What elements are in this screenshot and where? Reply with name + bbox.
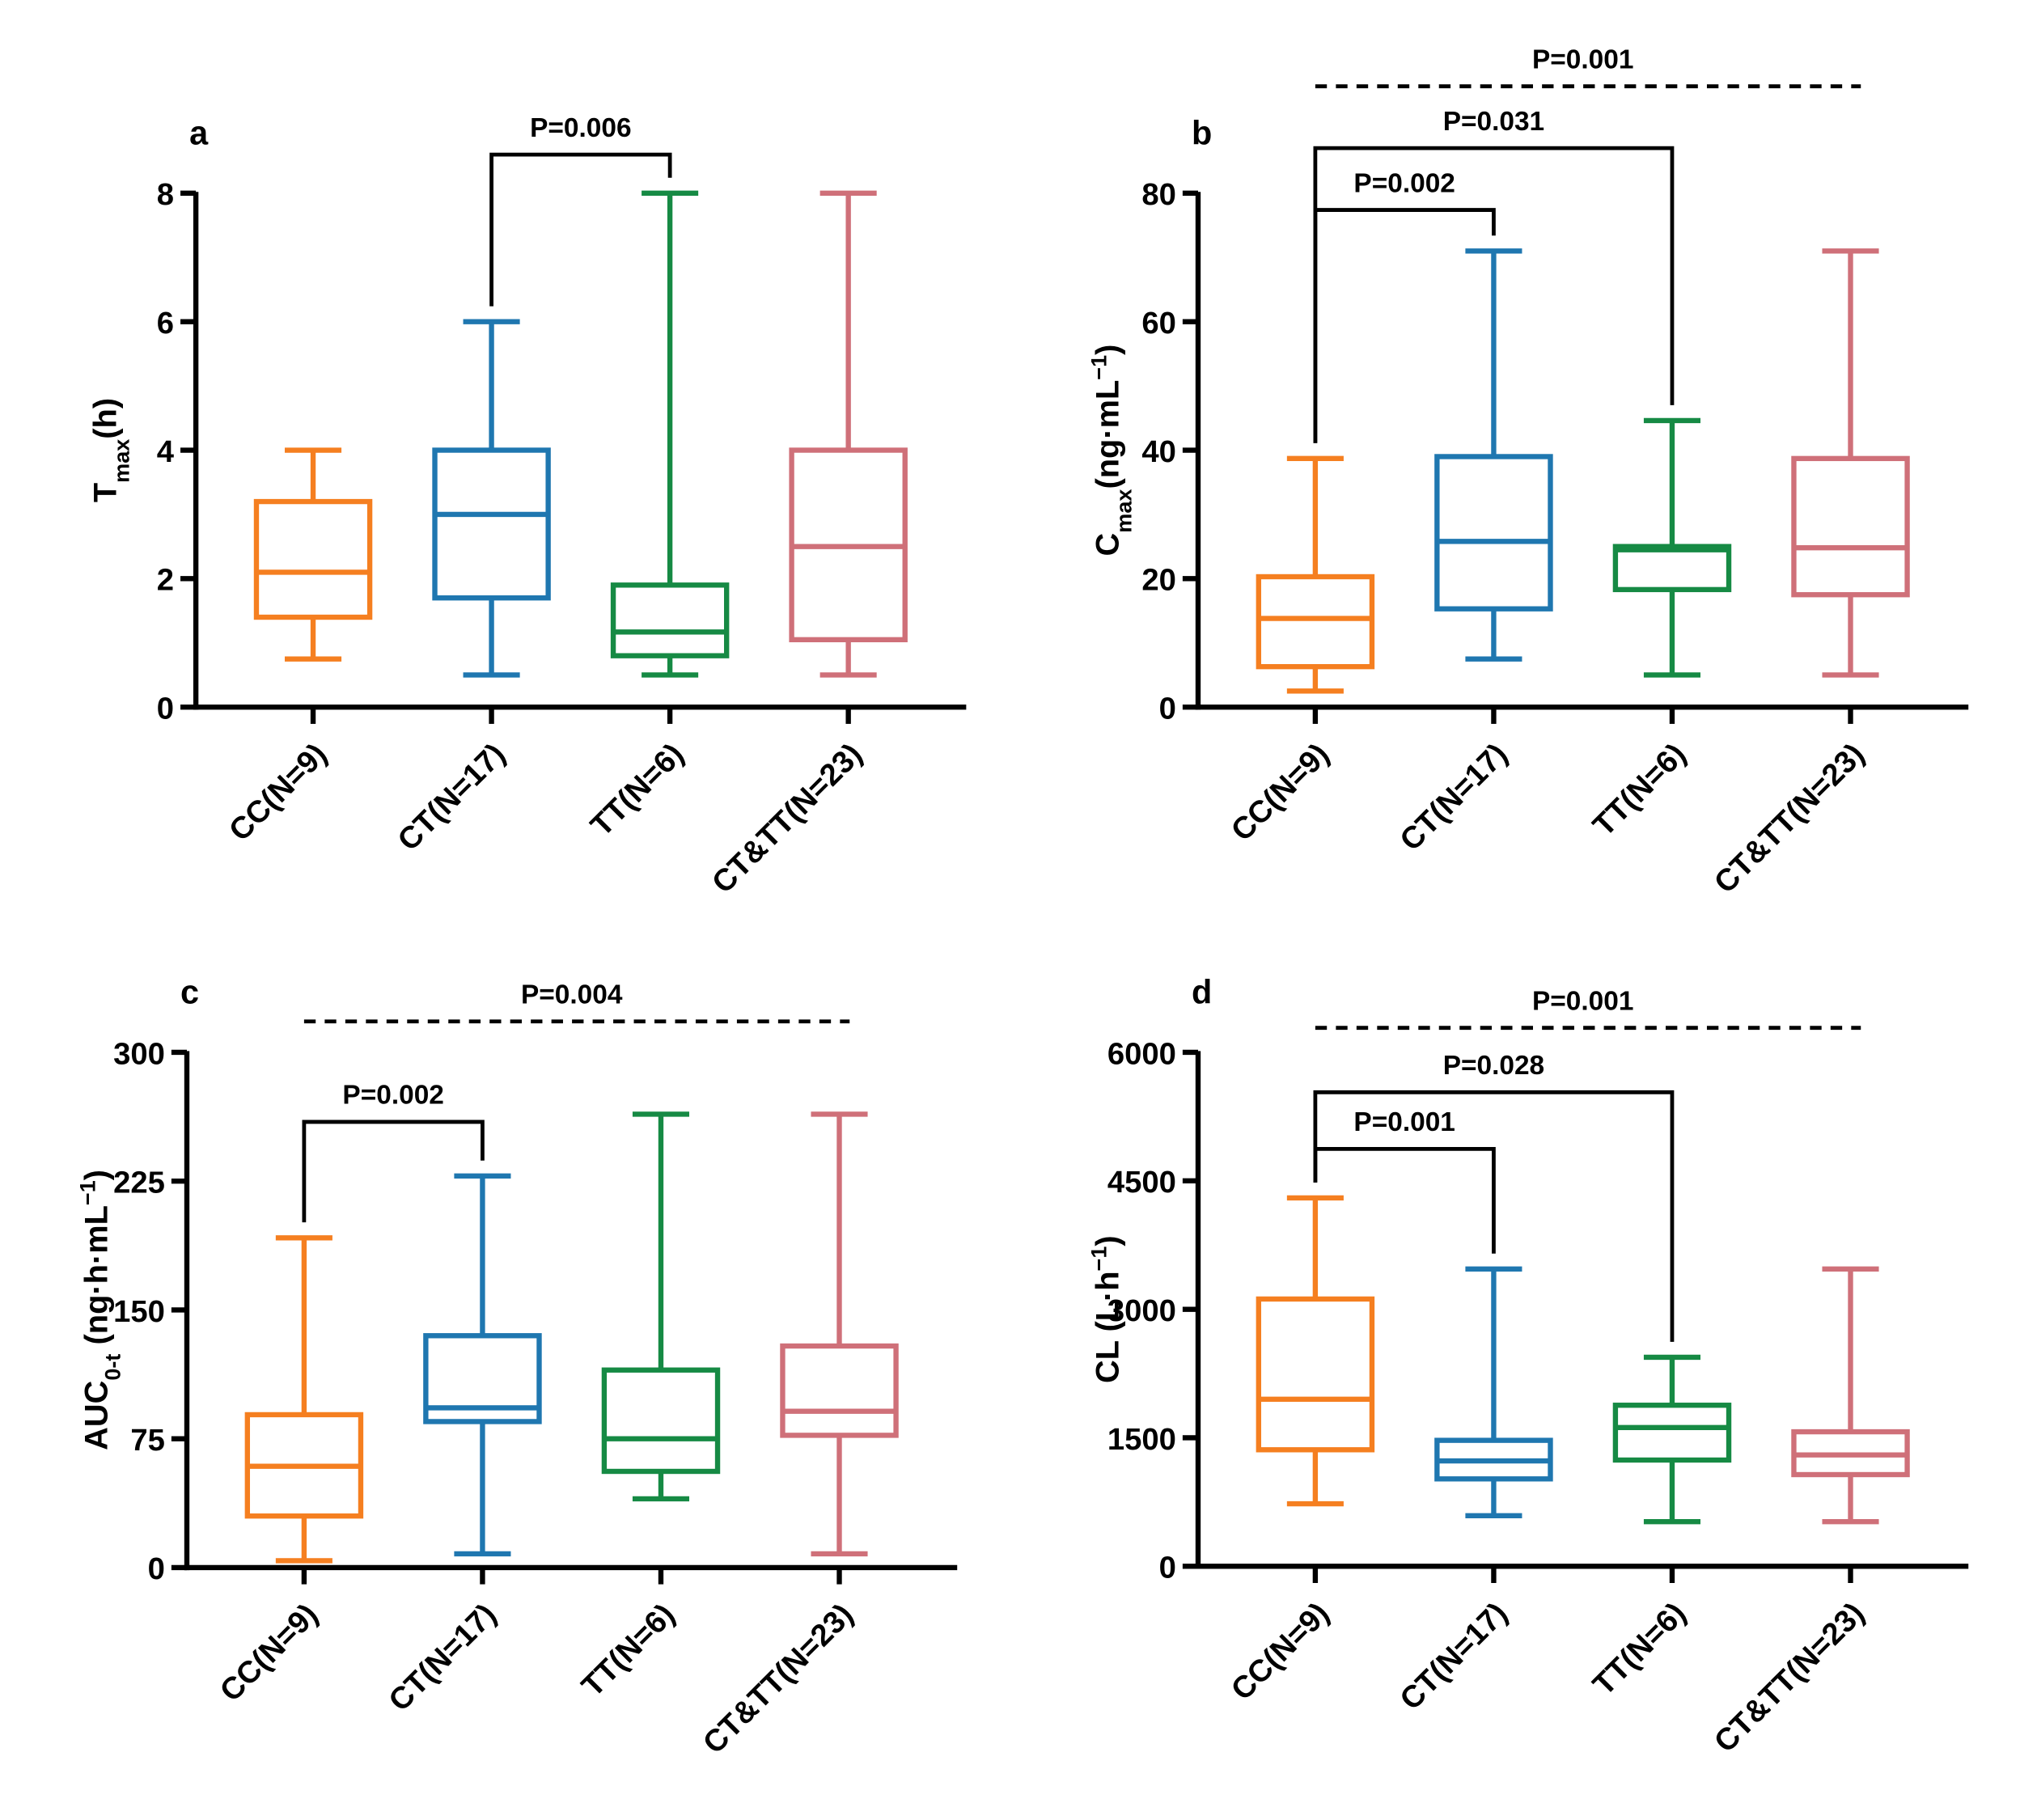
y-tick-label: 300 — [113, 1036, 165, 1071]
y-tick-label: 0 — [1159, 1551, 1176, 1585]
x-tick-label: CC(N=9) — [1225, 737, 1336, 849]
y-axis-label-part: ) — [1090, 345, 1125, 355]
significance-bracket — [302, 1120, 485, 1223]
p-value: P=0.001 — [1353, 1107, 1455, 1137]
p-value: P=0.004 — [521, 980, 623, 1009]
significance-bracket — [1313, 146, 1675, 443]
x-tick-label: CC(N=9) — [222, 737, 334, 849]
y-axis-label: Cmax(ng·mL−1) — [1086, 345, 1136, 557]
y-axis-label-part: (ng·mL — [1090, 380, 1125, 489]
y-tick-label: 6000 — [1107, 1036, 1176, 1071]
y-tick-label: 0 — [1159, 692, 1176, 726]
y-axis-label-part: max — [1111, 489, 1136, 533]
panel-label: c — [180, 973, 199, 1010]
y-axis-label-part: max — [108, 439, 133, 483]
significance-bracket — [489, 152, 672, 307]
y-axis-label-part: −1 — [74, 1180, 100, 1205]
y-tick-label: 4500 — [1107, 1165, 1176, 1200]
box — [1434, 454, 1553, 612]
y-tick-label: 150 — [113, 1294, 165, 1329]
box — [432, 447, 551, 601]
y-tick-label: 20 — [1141, 563, 1176, 598]
y-axis-label-part: C — [1090, 533, 1125, 557]
significance-bracket — [1313, 1146, 1496, 1254]
y-tick-label: 1500 — [1107, 1422, 1176, 1457]
x-tick-label: CT(N=17) — [382, 1597, 503, 1718]
box — [1791, 455, 1910, 598]
y-tick-label: 75 — [130, 1423, 165, 1458]
x-tick-label: CT(N=17) — [1393, 1596, 1514, 1717]
x-tick-label: CT&TT(N=23) — [1708, 737, 1871, 900]
y-axis-label-part: −1 — [1086, 355, 1111, 380]
x-tick-label: TT(N=6) — [1586, 737, 1693, 844]
p-value: P=0.031 — [1443, 107, 1544, 137]
y-axis-label-part: (h) — [87, 398, 123, 439]
y-tick-label: 6 — [157, 306, 174, 341]
y-tick-label: 8 — [157, 177, 174, 212]
y-axis-label: Tmax(h) — [87, 398, 133, 502]
box — [423, 1333, 542, 1424]
significance-bracket — [1313, 208, 1496, 443]
p-value: P=0.001 — [1532, 44, 1633, 74]
y-tick-label: 60 — [1141, 306, 1176, 341]
y-axis-label-part: 0-t — [100, 1354, 125, 1381]
box — [601, 1367, 721, 1475]
y-axis-label-part: ) — [78, 1170, 114, 1180]
panel-label: b — [1192, 114, 1212, 151]
y-tick-label: 0 — [157, 692, 174, 726]
x-tick-label: CT(N=17) — [1393, 737, 1514, 858]
box — [253, 498, 373, 620]
p-value: P=0.028 — [1443, 1051, 1544, 1081]
box — [780, 1343, 899, 1438]
x-tick-label: TT(N=6) — [584, 737, 691, 844]
p-value: P=0.006 — [530, 113, 631, 143]
x-tick-label: CT&TT(N=23) — [697, 1597, 860, 1760]
x-tick-label: CT(N=17) — [391, 737, 512, 858]
x-tick-label: CT&TT(N=23) — [1708, 1596, 1871, 1759]
y-axis-label-part: (ng·h·mL — [78, 1205, 114, 1353]
y-axis-label-part: CL (L·h — [1090, 1271, 1125, 1383]
box — [1256, 574, 1375, 670]
y-tick-label: 40 — [1141, 434, 1176, 469]
box — [610, 582, 730, 658]
x-tick-label: CT&TT(N=23) — [705, 737, 869, 900]
y-tick-label: 0 — [148, 1551, 165, 1586]
p-value: P=0.002 — [1353, 168, 1455, 198]
x-tick-label: CC(N=9) — [214, 1597, 325, 1708]
box — [1612, 544, 1732, 593]
x-tick-label: TT(N=6) — [575, 1597, 682, 1704]
x-tick-label: TT(N=6) — [1586, 1596, 1693, 1703]
panel-label: a — [189, 114, 209, 151]
y-tick-label: 2 — [157, 563, 174, 598]
y-axis-label-part: T — [87, 483, 123, 502]
y-axis-label-part: AUC — [78, 1381, 114, 1450]
p-value: P=0.001 — [1532, 986, 1633, 1016]
y-tick-label: 3000 — [1107, 1293, 1176, 1328]
y-axis-label: AUC0-t (ng·h·mL−1) — [74, 1170, 125, 1450]
p-value: P=0.002 — [342, 1081, 443, 1111]
y-tick-label: 225 — [113, 1166, 165, 1200]
box — [1612, 1403, 1732, 1463]
y-tick-label: 4 — [157, 434, 175, 469]
panel-label: d — [1192, 973, 1212, 1010]
y-axis-label-part: −1 — [1086, 1246, 1111, 1272]
significance-bracket — [1313, 1090, 1675, 1342]
x-tick-label: CC(N=9) — [1225, 1596, 1336, 1708]
y-tick-label: 80 — [1141, 177, 1176, 212]
box — [1256, 1296, 1375, 1453]
y-axis-label-part: ) — [1090, 1235, 1125, 1246]
y-axis-label: CL (L·h−1) — [1086, 1235, 1126, 1383]
